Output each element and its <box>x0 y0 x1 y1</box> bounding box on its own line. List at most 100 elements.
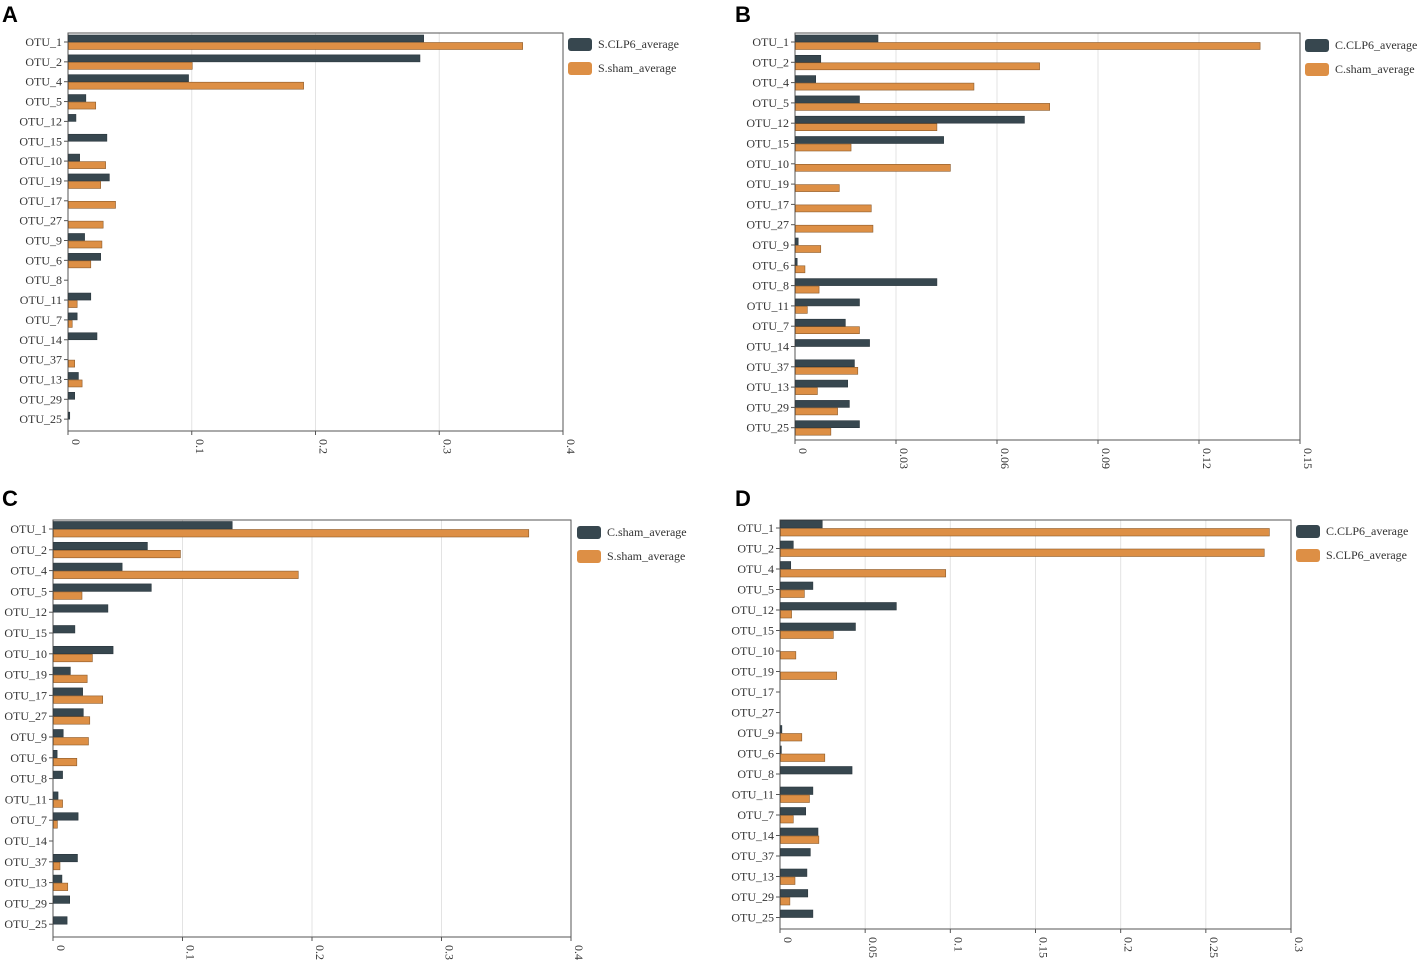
legend-swatch <box>1305 63 1329 76</box>
bar-s-sham-average-otu-4 <box>68 81 304 90</box>
bar-s-sham-average-otu-7 <box>68 320 73 328</box>
category-label: OTU_2 <box>25 55 62 69</box>
x-tick-label: 0.4 <box>564 439 578 454</box>
category-label: OTU_25 <box>746 421 789 435</box>
bar-c-clp6-average-otu-29 <box>795 400 850 408</box>
bar-c-clp6-average-otu-12 <box>795 115 1025 124</box>
category-label: OTU_17 <box>746 197 789 211</box>
bar-c-sham-average-otu-6 <box>795 265 806 274</box>
category-label: OTU_27 <box>4 709 47 723</box>
bar-s-sham-average-otu-17 <box>53 695 104 704</box>
bar-c-sham-average-otu-17 <box>795 204 872 213</box>
bar-s-sham-average-otu-27 <box>53 716 91 725</box>
panel-c: C 0 0.1 0.2 0.3 0.4 OTU_1 OTU_2 OTU_4 OTU_5 OTU_12… <box>2 486 687 960</box>
category-label: OTU_11 <box>20 293 62 307</box>
bar-s-sham-average-otu-5 <box>68 101 97 110</box>
bar-c-sham-average-otu-4 <box>795 82 975 91</box>
panel-letter: C <box>2 486 18 511</box>
bar-c-sham-average-otu-10 <box>795 164 951 172</box>
bar-c-clp6-average-otu-6 <box>795 257 798 266</box>
bar-s-clp6-average-otu-7 <box>780 815 794 824</box>
x-tick-label: 0.25 <box>1207 937 1221 958</box>
bar-s-sham-average-otu-17 <box>68 201 116 209</box>
bar-s-sham-average-otu-10 <box>53 653 93 663</box>
bar-s-clp6-average-otu-19 <box>68 173 110 182</box>
bar-c-sham-average-otu-11 <box>795 306 808 314</box>
bar-s-sham-average-otu-9 <box>68 240 103 249</box>
panel-letter: A <box>2 2 18 27</box>
category-label: OTU_4 <box>25 75 62 89</box>
bar-s-sham-average-otu-13 <box>68 379 83 388</box>
bar-c-sham-average-otu-7 <box>53 812 79 821</box>
category-label: OTU_4 <box>10 564 47 578</box>
category-label: OTU_15 <box>4 626 47 640</box>
bar-s-clp6-average-otu-12 <box>780 610 792 619</box>
bar-c-clp6-average-otu-11 <box>780 786 814 795</box>
panel-letter: B <box>735 2 751 27</box>
category-label: OTU_5 <box>25 95 62 109</box>
bar-c-sham-average-otu-13 <box>53 874 63 883</box>
bar-s-sham-average-otu-11 <box>53 799 63 808</box>
panel-letter: D <box>735 486 751 511</box>
x-tick-label: 0.1 <box>193 439 207 454</box>
category-label: OTU_14 <box>19 333 62 347</box>
panel-d: D 0 0.05 0.1 0.15 0.2 0.25 0.3 OTU_1 OTU_2 OTU_4 OT… <box>731 486 1408 958</box>
category-label: OTU_29 <box>731 890 774 904</box>
bar-s-clp6-average-otu-9 <box>780 733 803 742</box>
category-label: OTU_10 <box>19 154 62 168</box>
category-label: OTU_13 <box>731 870 774 884</box>
category-label: OTU_12 <box>4 605 47 619</box>
x-tick-label: 0.1 <box>951 937 965 952</box>
category-label: OTU_15 <box>19 134 62 148</box>
category-label: OTU_6 <box>752 258 789 272</box>
bar-s-clp6-average-otu-11 <box>68 292 92 301</box>
bar-c-sham-average-otu-8 <box>795 285 820 294</box>
bar-c-sham-average-otu-12 <box>53 604 109 613</box>
bar-s-clp6-average-otu-13 <box>68 372 79 380</box>
bar-c-sham-average-otu-17 <box>53 687 83 696</box>
category-label: OTU_12 <box>746 116 789 130</box>
bar-c-sham-average-otu-27 <box>53 708 84 717</box>
x-tick-label: 0.2 <box>1122 937 1136 952</box>
bar-c-sham-average-otu-13 <box>795 387 818 395</box>
category-label: OTU_8 <box>25 273 62 287</box>
bar-s-clp6-average-otu-6 <box>68 253 101 261</box>
bar-c-sham-average-otu-15 <box>53 625 76 634</box>
bar-s-clp6-average-otu-19 <box>780 671 838 680</box>
bar-c-sham-average-otu-29 <box>53 895 70 904</box>
legend-label: S.sham_average <box>598 61 676 75</box>
x-tick-label: 0 <box>69 439 83 445</box>
category-label: OTU_25 <box>731 911 774 925</box>
bar-s-sham-average-otu-1 <box>53 529 530 538</box>
category-label: OTU_9 <box>10 730 47 744</box>
x-tick-label: 0.3 <box>443 945 457 960</box>
category-label: OTU_12 <box>19 114 62 128</box>
bar-c-clp6-average-otu-37 <box>795 359 855 368</box>
bar-s-sham-average-otu-19 <box>68 181 101 189</box>
bar-s-clp6-average-otu-4 <box>780 569 947 578</box>
category-label: OTU_29 <box>746 400 789 414</box>
category-label: OTU_5 <box>752 96 789 110</box>
category-label: OTU_11 <box>5 792 47 806</box>
bar-s-clp6-average-otu-25 <box>68 411 71 420</box>
bar-s-sham-average-otu-5 <box>53 591 83 600</box>
category-label: OTU_9 <box>752 238 789 252</box>
bar-c-clp6-average-otu-1 <box>795 34 879 43</box>
x-tick-label: 0.2 <box>313 945 327 960</box>
plot-frame <box>779 519 1292 930</box>
bar-c-sham-average-otu-37 <box>53 853 78 863</box>
bar-c-clp6-average-otu-29 <box>780 889 809 898</box>
bar-c-sham-average-otu-12 <box>795 123 938 131</box>
bar-c-clp6-average-otu-25 <box>795 420 860 429</box>
bar-c-clp6-average-otu-4 <box>795 75 817 83</box>
bar-s-clp6-average-otu-15 <box>68 133 108 142</box>
bar-s-sham-average-otu-27 <box>68 220 104 229</box>
panel-b: B 0 0.03 0.06 0.09 0.12 0.15 OTU_1 OTU_2 OTU_4 OTU… <box>735 2 1417 469</box>
legend-swatch <box>568 38 592 51</box>
category-label: OTU_1 <box>25 35 62 49</box>
category-label: OTU_11 <box>732 788 774 802</box>
category-label: OTU_1 <box>10 522 47 536</box>
bar-s-clp6-average-otu-14 <box>780 835 820 844</box>
category-label: OTU_7 <box>10 813 47 827</box>
legend-swatch <box>1296 549 1320 562</box>
